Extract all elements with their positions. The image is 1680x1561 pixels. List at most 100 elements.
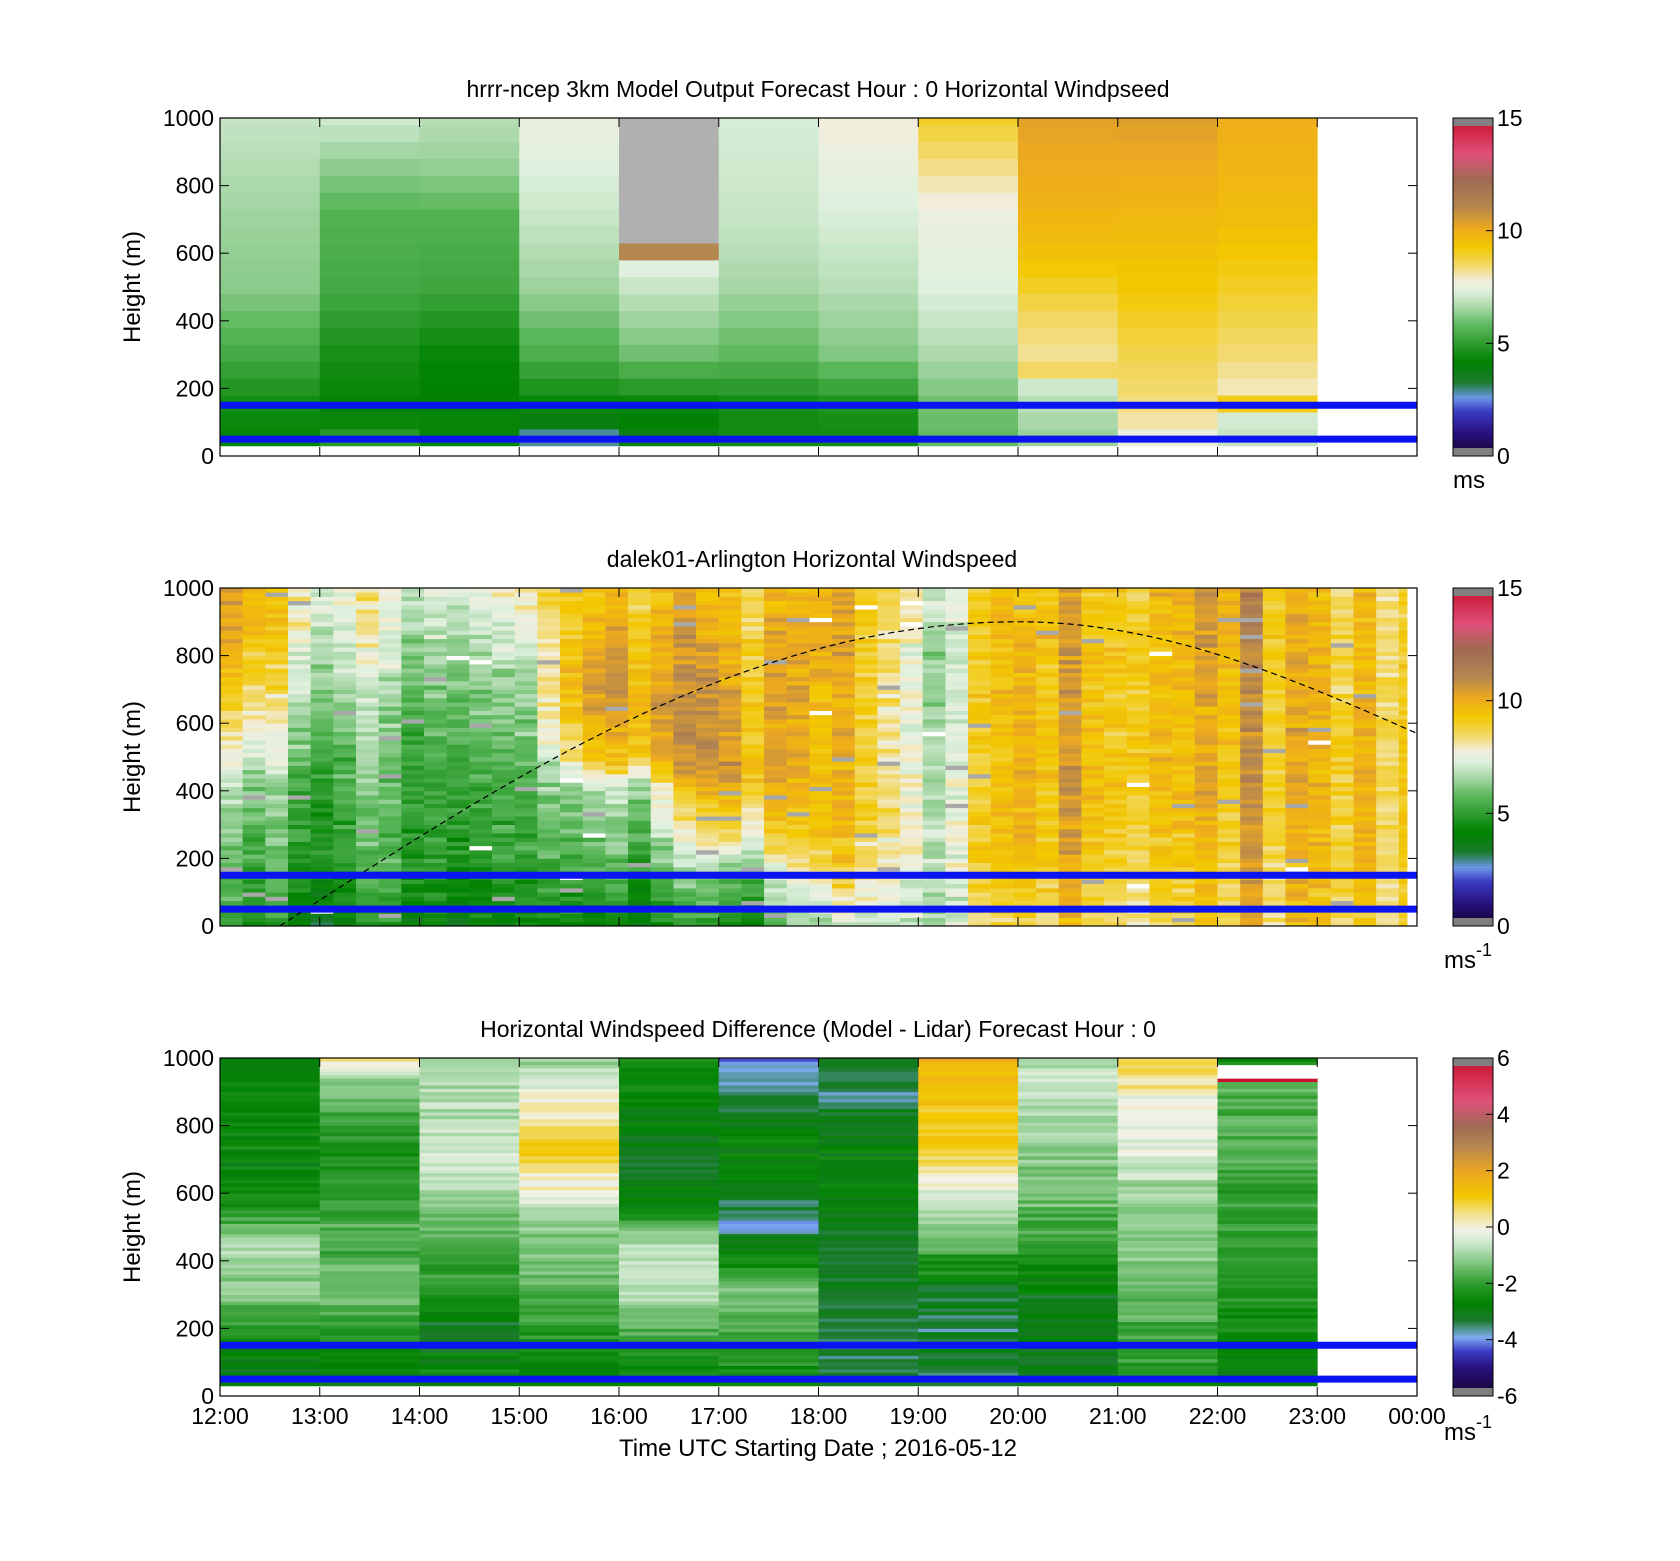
heatmap-cell	[818, 192, 919, 210]
heatmap-cell	[1081, 592, 1105, 597]
heatmap-cell	[1217, 879, 1241, 885]
heatmap-cell	[469, 841, 493, 847]
heatmap-cell	[1104, 892, 1128, 897]
heatmap-cell	[492, 714, 516, 720]
heatmap-cell	[492, 790, 516, 796]
heatmap-cell	[605, 706, 629, 711]
heatmap-cell	[582, 828, 606, 834]
heatmap-cell	[1036, 735, 1060, 741]
heatmap-cell	[537, 744, 561, 749]
heatmap-cell	[696, 659, 720, 665]
colorbar-segment	[1453, 713, 1493, 717]
heatmap-cell	[877, 795, 901, 800]
heatmap-cell	[900, 710, 924, 716]
heatmap-cell	[242, 866, 266, 872]
heatmap-cell	[990, 837, 1014, 842]
heatmap-cell	[900, 803, 924, 809]
heatmap-cell	[968, 664, 992, 669]
heatmap-cell	[1149, 913, 1173, 918]
heatmap-cell	[1308, 621, 1332, 627]
heatmap-cell	[1126, 735, 1150, 741]
heatmap-cell	[741, 714, 765, 720]
heatmap-cell	[605, 634, 629, 640]
heatmap-cell	[1217, 773, 1241, 779]
heatmap-cell	[1240, 672, 1264, 678]
heatmap-cell	[265, 892, 289, 897]
heatmap-cell	[288, 892, 312, 897]
colorbar-segment	[1453, 855, 1493, 859]
heatmap-cell	[1217, 141, 1318, 159]
heatmap-cell	[605, 833, 629, 838]
heatmap-cell	[288, 676, 312, 682]
heatmap-cell	[741, 757, 765, 762]
heatmap-cell	[619, 243, 720, 261]
heatmap-cell	[1240, 689, 1264, 695]
heatmap-cell	[1058, 896, 1082, 902]
heatmap-cell	[560, 613, 584, 618]
heatmap-cell	[1376, 659, 1400, 665]
heatmap-cell	[1081, 892, 1105, 897]
heatmap-cell	[333, 723, 357, 728]
heatmap-cell	[220, 209, 321, 227]
colorbar-segment	[1453, 621, 1493, 625]
heatmap-cell	[1117, 192, 1218, 210]
heatmap-cell	[492, 782, 516, 787]
heatmap-cell	[1353, 824, 1377, 830]
heatmap-cell	[1285, 723, 1309, 728]
heatmap-cell	[446, 693, 470, 699]
heatmap-cell	[220, 1267, 321, 1272]
heatmap-cell	[1036, 672, 1060, 678]
heatmap-cell	[1117, 209, 1218, 227]
heatmap-cell	[1194, 714, 1218, 720]
heatmap-cell	[378, 921, 402, 926]
heatmap-cell	[1104, 731, 1128, 737]
heatmap-cell	[492, 630, 516, 635]
heatmap-cell	[242, 609, 266, 614]
heatmap-cell	[424, 854, 448, 859]
heatmap-cell	[1376, 647, 1400, 652]
heatmap-cell	[1398, 600, 1408, 606]
heatmap-cell	[469, 626, 493, 631]
heatmap-cell	[1353, 828, 1377, 834]
heatmap-cell	[220, 1152, 321, 1157]
heatmap-cell	[1240, 647, 1264, 652]
heatmap-cell	[1036, 731, 1060, 737]
colorbar-segment	[1453, 612, 1493, 616]
heatmap-cell	[582, 588, 606, 593]
heatmap-cell	[514, 841, 538, 847]
heatmap-cell	[492, 702, 516, 707]
heatmap-cell	[1285, 685, 1309, 690]
heatmap-cell	[1013, 617, 1037, 623]
heatmap-cell	[1240, 680, 1264, 686]
heatmap-cell	[619, 293, 720, 312]
heatmap-cell	[220, 1223, 321, 1228]
heatmap-cell	[650, 833, 674, 838]
heatmap-cell	[220, 782, 244, 787]
panel1-reference-lines	[220, 401, 1417, 443]
heatmap-cell	[446, 659, 470, 665]
heatmap-cell	[809, 621, 833, 627]
heatmap-cell	[1262, 748, 1286, 754]
heatmap-cell	[990, 685, 1014, 690]
heatmap-cell	[310, 824, 334, 830]
heatmap-cell	[378, 600, 402, 606]
heatmap-cell	[1126, 604, 1150, 610]
heatmap-cell	[220, 1186, 321, 1191]
heatmap-cell	[1217, 761, 1241, 766]
heatmap-cell	[378, 744, 402, 749]
heatmap-cell	[242, 862, 266, 868]
heatmap-cell	[764, 634, 788, 640]
heatmap-cell	[900, 752, 924, 758]
heatmap-cell	[1262, 833, 1286, 838]
heatmap-cell	[288, 866, 312, 872]
heatmap-cell	[560, 718, 584, 724]
heatmap-cell	[356, 680, 380, 686]
heatmap-cell	[356, 664, 380, 669]
heatmap-cell	[1330, 697, 1354, 703]
heatmap-cell	[877, 740, 901, 745]
heatmap-cell	[1036, 600, 1060, 606]
heatmap-cell	[605, 841, 629, 847]
heatmap-cell	[333, 761, 357, 766]
heatmap-cell	[310, 811, 334, 817]
heatmap-cell	[718, 118, 819, 126]
